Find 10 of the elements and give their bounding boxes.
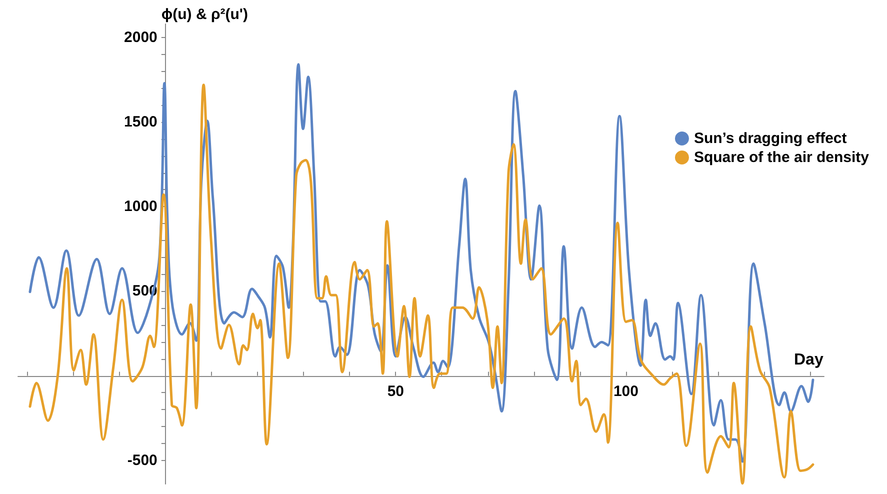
x-tick-label: 50 <box>387 382 404 400</box>
x-axis-title: Day <box>794 351 824 368</box>
y-axis-title: ϕ(u) & ρ²(u') <box>161 6 248 23</box>
y-tick-label: -500 <box>127 452 158 469</box>
legend-label: Square of the air density <box>694 149 870 166</box>
y-tick-label: 2000 <box>124 29 158 46</box>
x-tick-label: 100 <box>613 382 638 400</box>
legend-label: Sun’s dragging effect <box>694 130 847 147</box>
y-tick-label: 1500 <box>124 114 158 131</box>
y-tick-label: 1000 <box>124 198 158 216</box>
